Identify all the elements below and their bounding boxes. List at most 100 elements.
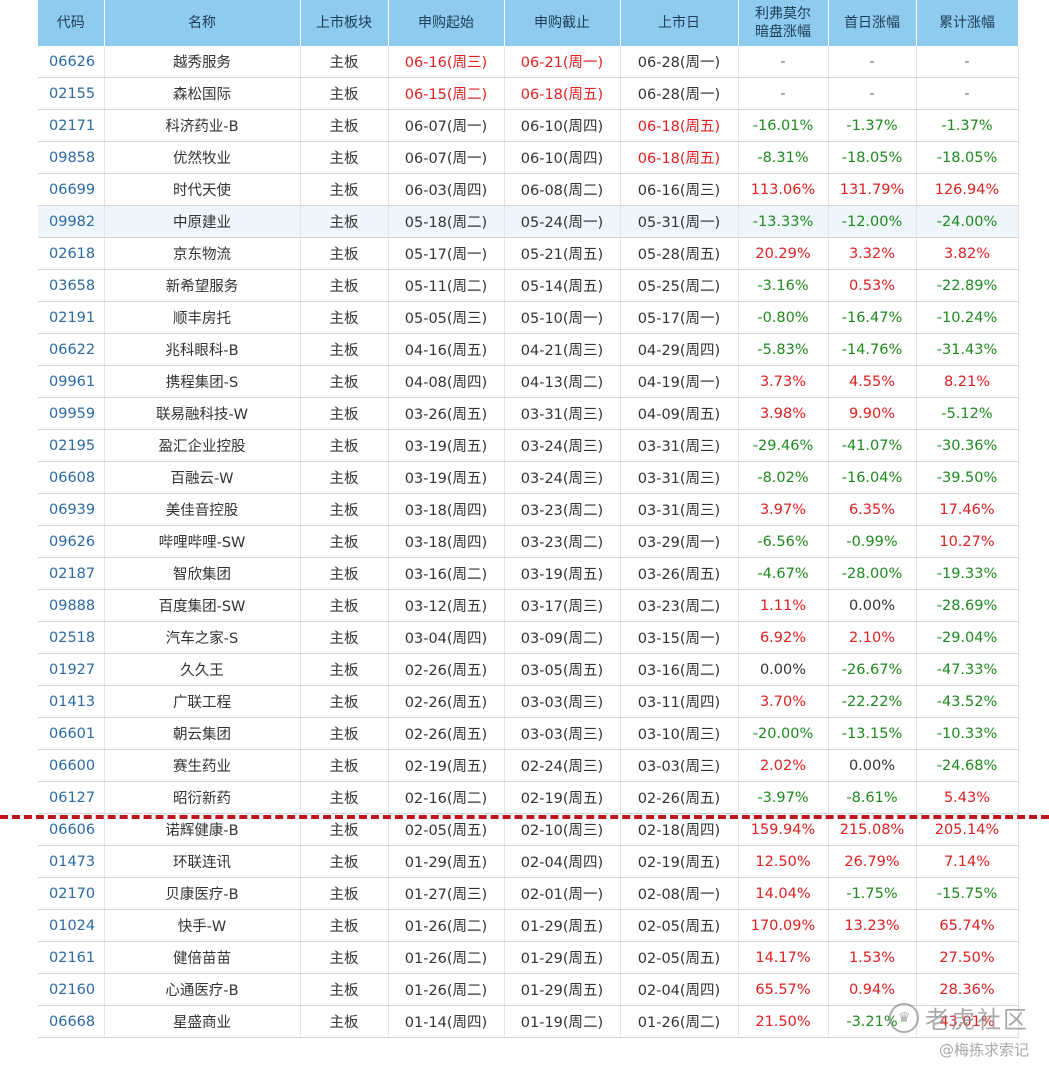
header-sub-end[interactable]: 申购截止 [504, 0, 621, 46]
cell-code[interactable]: 02187 [38, 557, 105, 590]
cell-code[interactable]: 06608 [38, 461, 105, 494]
cell-name[interactable]: 贝康医疗-B [104, 877, 301, 910]
cell-name[interactable]: 盈汇企业控股 [104, 429, 301, 462]
cell-code[interactable]: 03658 [38, 269, 105, 302]
table-row[interactable]: 02195 盈汇企业控股 主板 03-19(周五) 03-24(周三) 03-31(周三)… [38, 429, 1019, 462]
header-name[interactable]: 名称 [104, 0, 301, 46]
table-row[interactable]: 06606 诺辉健康-B 主板 02-05(周五) 02-10(周三) 02-18(周四)… [38, 813, 1019, 846]
table-row[interactable]: 02191 顺丰房托 主板 05-05(周三) 05-10(周一) 05-17(周一) -0… [38, 301, 1019, 334]
cell-code[interactable]: 09982 [38, 205, 105, 238]
cell-name[interactable]: 顺丰房托 [104, 301, 301, 334]
cell-name[interactable]: 百度集团-SW [104, 589, 301, 622]
cell-code[interactable]: 06939 [38, 493, 105, 526]
cell-code[interactable]: 06622 [38, 333, 105, 366]
cell-code[interactable]: 02195 [38, 429, 105, 462]
table-row[interactable]: 01473 环联连讯 主板 01-29(周五) 02-04(周四) 02-19(周五) 12… [38, 845, 1019, 878]
cell-code[interactable]: 09959 [38, 397, 105, 430]
cell-name[interactable]: 联易融科技-W [104, 397, 301, 430]
cell-name[interactable]: 美佳音控股 [104, 493, 301, 526]
cell-code[interactable]: 06626 [38, 46, 105, 78]
cell-name[interactable]: 百融云-W [104, 461, 301, 494]
cell-name[interactable]: 广联工程 [104, 685, 301, 718]
cell-code[interactable]: 06600 [38, 749, 105, 782]
header-code[interactable]: 代码 [38, 0, 105, 46]
cell-name[interactable]: 昭衍新药 [104, 781, 301, 814]
table-row[interactable]: 01927 久久王 主板 02-26(周五) 03-05(周五) 03-16(周二) 0.0… [38, 653, 1019, 686]
cell-code[interactable]: 06127 [38, 781, 105, 814]
table-row[interactable]: 06622 兆科眼科-B 主板 04-16(周五) 04-21(周三) 04-29(周四)… [38, 333, 1019, 366]
cell-code[interactable]: 02161 [38, 941, 105, 974]
table-row[interactable]: 09961 携程集团-S 主板 04-08(周四) 04-13(周二) 04-19(周一)… [38, 365, 1019, 398]
table-row[interactable]: 06600 赛生药业 主板 02-19(周五) 02-24(周三) 03-03(周三) 2.… [38, 749, 1019, 782]
cell-name[interactable]: 越秀服务 [104, 46, 301, 78]
cell-name[interactable]: 环联连讯 [104, 845, 301, 878]
table-row[interactable]: 01413 广联工程 主板 02-26(周五) 03-03(周三) 03-11(周四) 3.… [38, 685, 1019, 718]
table-row[interactable]: 02160 心通医疗-B 主板 01-26(周二) 01-29(周五) 02-04(周四)… [38, 973, 1019, 1006]
cell-name[interactable]: 新希望服务 [104, 269, 301, 302]
cell-code[interactable]: 09858 [38, 141, 105, 174]
table-row[interactable]: 06127 昭衍新药 主板 02-16(周二) 02-19(周五) 02-26(周五) -3… [38, 781, 1019, 814]
table-row[interactable]: 02618 京东物流 主板 05-17(周一) 05-21(周五) 05-28(周五) 20… [38, 237, 1019, 270]
cell-name[interactable]: 森松国际 [104, 77, 301, 110]
cell-name[interactable]: 智欣集团 [104, 557, 301, 590]
cell-code[interactable]: 02618 [38, 237, 105, 270]
table-row[interactable]: 01024 快手-W 主板 01-26(周二) 01-29(周五) 02-05(周五) 17… [38, 909, 1019, 942]
cell-code[interactable]: 09961 [38, 365, 105, 398]
cell-code[interactable]: 06668 [38, 1005, 105, 1038]
cell-name[interactable]: 哔哩哔哩-SW [104, 525, 301, 558]
cell-name[interactable]: 科济药业-B [104, 109, 301, 142]
cell-code[interactable]: 09888 [38, 589, 105, 622]
cell-code[interactable]: 01024 [38, 909, 105, 942]
cell-code[interactable]: 02160 [38, 973, 105, 1006]
cell-name[interactable]: 朝云集团 [104, 717, 301, 750]
header-sub-start[interactable]: 申购起始 [388, 0, 505, 46]
cell-code[interactable]: 02191 [38, 301, 105, 334]
table-row[interactable]: 02187 智欣集团 主板 03-16(周二) 03-19(周五) 03-26(周五) -4… [38, 557, 1019, 590]
cell-code[interactable]: 06601 [38, 717, 105, 750]
table-row[interactable]: 06939 美佳音控股 主板 03-18(周四) 03-23(周二) 03-31(周三) 3… [38, 493, 1019, 526]
header-first-day-change[interactable]: 首日涨幅 [828, 0, 917, 46]
cell-code[interactable]: 02518 [38, 621, 105, 654]
table-row[interactable]: 09626 哔哩哔哩-SW 主板 03-18(周四) 03-23(周二) 03-29(周一… [38, 525, 1019, 558]
cell-code[interactable]: 01473 [38, 845, 105, 878]
cell-name[interactable]: 心通医疗-B [104, 973, 301, 1006]
cell-name[interactable]: 星盛商业 [104, 1005, 301, 1038]
table-row[interactable]: 09982 中原建业 主板 05-18(周二) 05-24(周一) 05-31(周一) -1… [38, 205, 1019, 238]
header-cumulative-change[interactable]: 累计涨幅 [916, 0, 1019, 46]
cell-name[interactable]: 健倍苗苗 [104, 941, 301, 974]
cell-name[interactable]: 兆科眼科-B [104, 333, 301, 366]
cell-name[interactable]: 中原建业 [104, 205, 301, 238]
cell-code[interactable]: 06699 [38, 173, 105, 206]
cell-name[interactable]: 久久王 [104, 653, 301, 686]
table-row[interactable]: 06626 越秀服务 主板 06-16(周三) 06-21(周一) 06-28(周一) - -… [38, 46, 1019, 78]
table-row[interactable]: 02171 科济药业-B 主板 06-07(周一) 06-10(周四) 06-18(周五)… [38, 109, 1019, 142]
cell-name[interactable]: 汽车之家-S [104, 621, 301, 654]
cell-name[interactable]: 携程集团-S [104, 365, 301, 398]
cell-code[interactable]: 02155 [38, 77, 105, 110]
table-row[interactable]: 09959 联易融科技-W 主板 03-26(周五) 03-31(周三) 04-09(周五… [38, 397, 1019, 430]
table-row[interactable]: 02155 森松国际 主板 06-15(周二) 06-18(周五) 06-28(周一) - -… [38, 77, 1019, 110]
table-row[interactable]: 02161 健倍苗苗 主板 01-26(周二) 01-29(周五) 02-05(周五) 14… [38, 941, 1019, 974]
table-row[interactable]: 06699 时代天使 主板 06-03(周四) 06-08(周二) 06-16(周三) 11… [38, 173, 1019, 206]
cell-name[interactable]: 时代天使 [104, 173, 301, 206]
cell-name[interactable]: 优然牧业 [104, 141, 301, 174]
table-row[interactable]: 02518 汽车之家-S 主板 03-04(周四) 03-09(周二) 03-15(周一)… [38, 621, 1019, 654]
cell-name[interactable]: 赛生药业 [104, 749, 301, 782]
table-row[interactable]: 06668 星盛商业 主板 01-14(周四) 01-19(周二) 01-26(周二) 21… [38, 1005, 1019, 1038]
cell-name[interactable]: 京东物流 [104, 237, 301, 270]
cell-code[interactable]: 01413 [38, 685, 105, 718]
table-row[interactable]: 06601 朝云集团 主板 02-26(周五) 03-03(周三) 03-10(周三) -2… [38, 717, 1019, 750]
cell-code[interactable]: 01927 [38, 653, 105, 686]
table-row[interactable]: 09858 优然牧业 主板 06-07(周一) 06-10(周四) 06-18(周五) -8… [38, 141, 1019, 174]
cell-name[interactable]: 快手-W [104, 909, 301, 942]
cell-code[interactable]: 02170 [38, 877, 105, 910]
header-dark-market-change[interactable]: 利弗莫尔 暗盘涨幅 [738, 0, 829, 46]
cell-code[interactable]: 09626 [38, 525, 105, 558]
table-row[interactable]: 02170 贝康医疗-B 主板 01-27(周三) 02-01(周一) 02-08(周一)… [38, 877, 1019, 910]
cell-code[interactable]: 02171 [38, 109, 105, 142]
table-row[interactable]: 03658 新希望服务 主板 05-11(周二) 05-14(周五) 05-25(周二) -… [38, 269, 1019, 302]
header-board[interactable]: 上市板块 [300, 0, 389, 46]
table-row[interactable]: 06608 百融云-W 主板 03-19(周五) 03-24(周三) 03-31(周三) -… [38, 461, 1019, 494]
table-row[interactable]: 09888 百度集团-SW 主板 03-12(周五) 03-17(周三) 03-23(周二… [38, 589, 1019, 622]
header-list-date[interactable]: 上市日 [620, 0, 739, 46]
